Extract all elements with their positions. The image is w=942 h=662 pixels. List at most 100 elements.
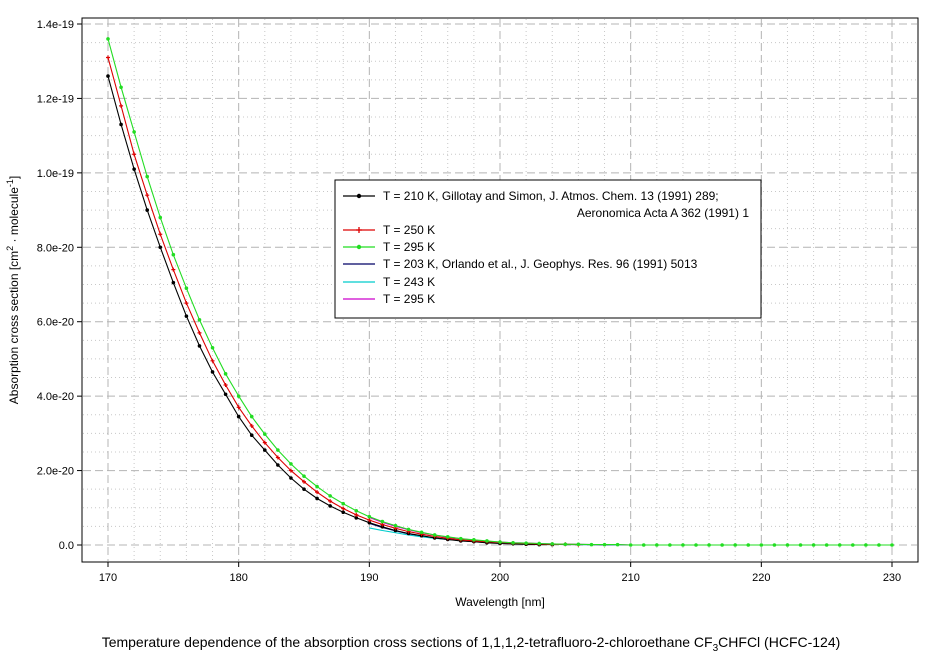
figure-caption: Temperature dependence of the absorption…: [0, 634, 942, 654]
data-point: [262, 440, 267, 445]
legend-entry-label: T = 250 K: [383, 223, 435, 237]
data-point: [576, 542, 581, 547]
data-point: [354, 508, 359, 513]
data-point: [132, 167, 136, 171]
y-tick-label: 1.4e-19: [37, 19, 74, 31]
x-tick-label: 210: [621, 572, 639, 584]
y-axis-title-sup2: -1: [5, 179, 15, 187]
data-point: [341, 501, 346, 506]
data-point: [302, 479, 306, 484]
data-point: [249, 423, 254, 428]
data-point: [171, 252, 176, 257]
data-point: [877, 543, 881, 547]
data-point: [720, 543, 724, 547]
data-point: [184, 286, 189, 291]
legend-swatch-marker: [356, 193, 362, 199]
data-point: [746, 543, 751, 547]
data-point: [289, 476, 293, 480]
data-point: [328, 494, 332, 498]
y-tick-label: 8.0e-20: [37, 242, 74, 254]
data-point: [615, 542, 620, 547]
data-point: [119, 103, 124, 108]
data-point: [681, 543, 685, 547]
data-point: [772, 543, 777, 547]
data-point: [171, 267, 176, 272]
data-point: [472, 537, 476, 542]
data-point: [890, 543, 894, 547]
x-tick-label: 200: [491, 572, 509, 584]
x-axis-ticks: 170 180 190 200 210 220 230: [99, 562, 901, 584]
y-axis-title-end: ]: [7, 176, 21, 179]
data-point: [158, 232, 163, 237]
data-point: [694, 543, 698, 547]
y-axis-title: Absorption cross section [cm2 · molecule…: [5, 176, 21, 404]
x-axis-title: Wavelength [nm]: [455, 595, 545, 609]
chart: 170 180 190 200 210 220 230 0.0 2.0e-20 4.0e-20 6…: [5, 17, 919, 609]
data-point: [210, 345, 215, 350]
y-tick-label: 1.0e-19: [37, 168, 74, 180]
y-axis-title-sup1: 2: [5, 246, 15, 251]
data-point: [263, 448, 267, 452]
data-point: [302, 487, 306, 491]
data-point: [276, 448, 280, 452]
data-point: [106, 55, 110, 60]
data-point: [485, 539, 489, 543]
data-point: [445, 535, 450, 539]
caption-part1: Temperature dependence of the absorption…: [101, 634, 713, 650]
data-point: [302, 474, 306, 478]
data-point: [785, 543, 790, 547]
caption-part2: CHFCl (HCFC-124): [718, 634, 841, 650]
data-point: [249, 433, 254, 438]
data-point: [524, 541, 528, 545]
y-tick-label: 2.0e-20: [37, 466, 74, 478]
y-tick-label: 1.2e-19: [37, 93, 74, 105]
data-point: [798, 543, 803, 547]
data-point: [145, 193, 150, 198]
legend-swatch-marker: [356, 244, 362, 250]
x-tick-label: 220: [752, 572, 770, 584]
legend-swatch-marker: [356, 227, 362, 233]
data-point: [707, 543, 711, 547]
data-point: [563, 542, 568, 547]
data-point: [837, 543, 842, 547]
data-point: [328, 499, 333, 504]
legend: T = 210 K, Gillotay and Simon, J. Atmos.…: [334, 179, 762, 319]
data-point: [119, 85, 123, 90]
data-point: [223, 372, 228, 376]
y-tick-label: 4.0e-20: [37, 391, 74, 403]
x-tick-label: 190: [360, 572, 378, 584]
data-point: [249, 414, 254, 419]
data-point: [171, 280, 176, 285]
data-point: [537, 541, 541, 546]
data-point: [641, 543, 646, 547]
data-point: [315, 484, 319, 489]
data-point: [668, 543, 672, 547]
data-point: [197, 330, 202, 335]
series-layer: [106, 37, 894, 547]
data-point: [158, 215, 163, 220]
data-point: [406, 527, 411, 532]
data-point: [459, 536, 463, 541]
data-point: [733, 543, 737, 547]
data-point: [223, 392, 228, 397]
data-point: [197, 344, 202, 348]
data-point: [393, 528, 398, 533]
y-tick-label: 0.0: [59, 540, 74, 552]
data-point: [106, 74, 110, 78]
data-point: [550, 542, 555, 546]
legend-entry-label-line2: Aeronomica Acta A 362 (1991) 1: [577, 206, 749, 220]
data-point: [236, 394, 241, 398]
data-point: [354, 516, 359, 520]
legend-box: [334, 179, 762, 319]
data-point: [367, 520, 372, 525]
data-point: [367, 514, 372, 519]
data-point: [589, 542, 594, 547]
data-point: [432, 533, 437, 537]
data-point: [315, 490, 320, 495]
data-point: [288, 468, 293, 473]
data-point: [824, 543, 829, 547]
data-point: [158, 245, 163, 250]
data-point: [864, 543, 868, 547]
data-point: [197, 318, 202, 322]
data-point: [759, 543, 764, 547]
